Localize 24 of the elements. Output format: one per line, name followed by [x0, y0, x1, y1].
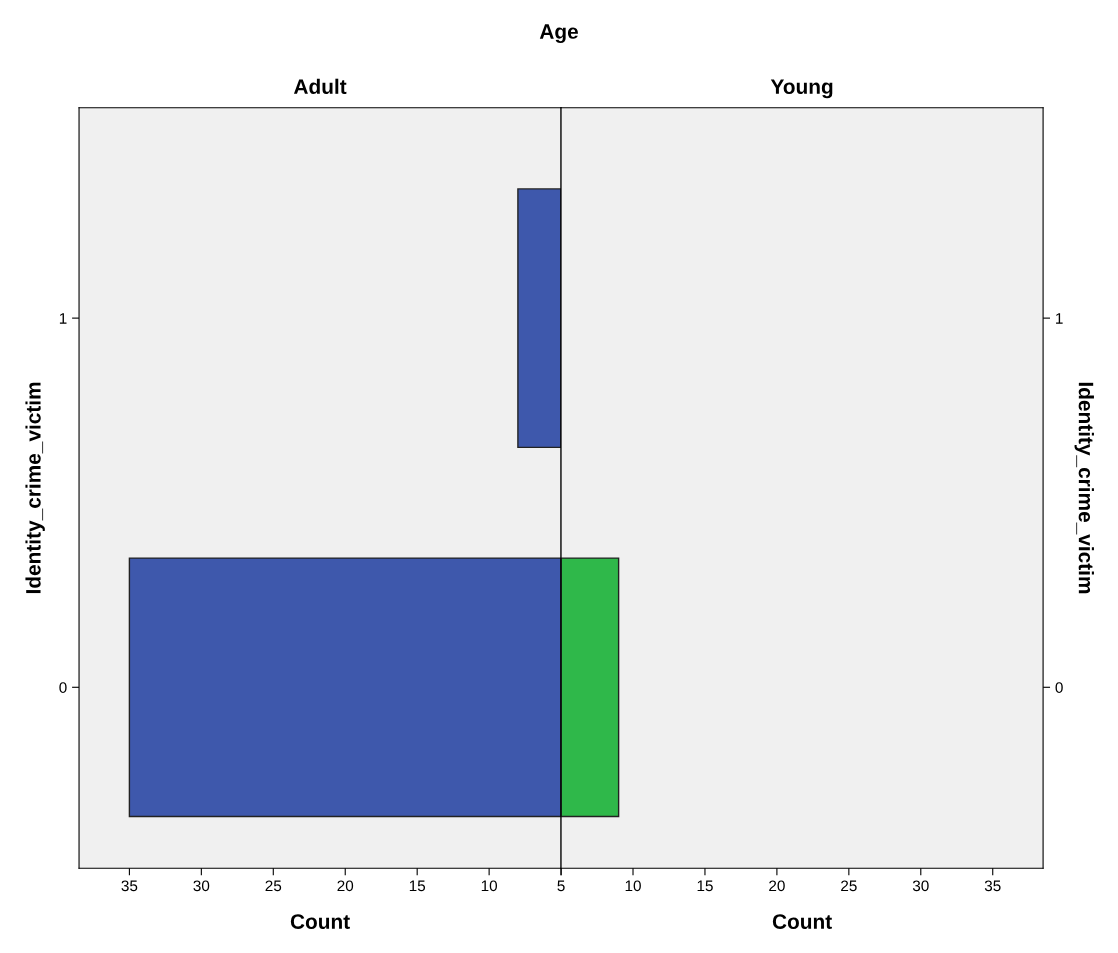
- x-tick-label: 5: [557, 880, 565, 892]
- y-axis-title: Identity_crime_victim: [25, 382, 45, 594]
- y-tick-label: 1: [59, 313, 67, 324]
- x-tick-label: 30: [193, 880, 210, 892]
- x-tick-label: 15: [697, 880, 713, 892]
- x-tick-label: 20: [337, 880, 354, 892]
- chart-title: Adult: [293, 78, 347, 95]
- x-tick-label: 15: [409, 880, 426, 892]
- y-tick-label: 1: [1056, 313, 1063, 324]
- x-tick-label: 10: [481, 880, 498, 892]
- y-tick-label: 0: [1055, 682, 1063, 693]
- y-tick-label: 0: [59, 682, 67, 693]
- x-axis-title: Count: [290, 914, 350, 929]
- x-tick-label: 25: [265, 880, 282, 892]
- y-axis-title: Identity_crime_victim: [1074, 382, 1094, 594]
- x-tick-label: 25: [841, 880, 857, 892]
- x-axis-title: Count: [772, 914, 832, 929]
- chart-title: Young: [770, 79, 833, 99]
- x-tick-label: 30: [912, 880, 929, 892]
- x-tick-label: 35: [121, 880, 138, 892]
- text: Age: [539, 24, 578, 44]
- x-tick-label: 20: [769, 880, 785, 892]
- x-tick-label: 35: [984, 880, 1001, 892]
- x-tick-label: 10: [625, 880, 641, 892]
